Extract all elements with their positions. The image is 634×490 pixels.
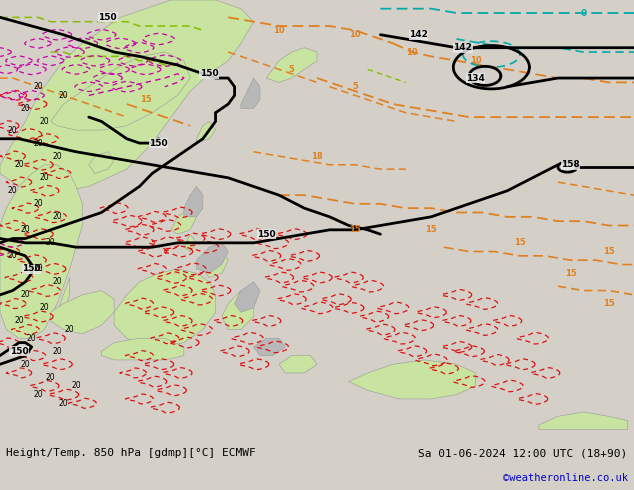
Text: 142: 142 (409, 30, 428, 39)
Text: Sa 01-06-2024 12:00 UTC (18+90): Sa 01-06-2024 12:00 UTC (18+90) (418, 448, 628, 458)
Text: 20: 20 (8, 125, 18, 135)
Text: 20: 20 (33, 265, 43, 273)
Text: 20: 20 (20, 291, 30, 299)
Text: 20: 20 (65, 325, 75, 334)
Text: 158: 158 (561, 160, 580, 169)
Text: 0: 0 (580, 8, 586, 18)
Text: 15: 15 (425, 225, 437, 234)
Text: 20: 20 (52, 277, 62, 286)
Text: 20: 20 (8, 186, 18, 196)
Text: 20: 20 (33, 139, 43, 147)
Text: 142: 142 (453, 43, 472, 52)
Text: 20: 20 (8, 251, 18, 260)
Text: 20: 20 (14, 160, 24, 169)
Text: 10: 10 (273, 26, 285, 35)
Text: 20: 20 (20, 225, 30, 234)
Text: 20: 20 (14, 317, 24, 325)
Text: 15: 15 (603, 247, 614, 256)
Text: 150: 150 (200, 69, 219, 78)
Text: 20: 20 (33, 82, 43, 91)
Text: 10: 10 (349, 30, 361, 39)
Text: 20: 20 (46, 238, 56, 247)
Text: 150: 150 (149, 139, 168, 147)
Text: 20: 20 (71, 381, 81, 391)
Text: 20: 20 (39, 173, 49, 182)
Text: 15: 15 (603, 299, 614, 308)
Text: Height/Temp. 850 hPa [gdmp][°C] ECMWF: Height/Temp. 850 hPa [gdmp][°C] ECMWF (6, 448, 256, 458)
Text: 5: 5 (352, 82, 358, 91)
Text: 15: 15 (349, 225, 361, 234)
Text: 20: 20 (20, 104, 30, 113)
Text: ©weatheronline.co.uk: ©weatheronline.co.uk (503, 473, 628, 483)
Text: 15: 15 (140, 95, 152, 104)
Text: 20: 20 (33, 390, 43, 399)
Text: 15: 15 (514, 238, 526, 247)
Text: 20: 20 (52, 212, 62, 221)
Text: 20: 20 (20, 360, 30, 369)
Text: 150: 150 (257, 230, 276, 239)
Text: 150: 150 (22, 265, 41, 273)
Text: 18: 18 (311, 151, 323, 161)
Text: 150: 150 (98, 13, 117, 22)
Text: 15: 15 (565, 269, 576, 278)
Text: 10: 10 (406, 48, 418, 56)
Text: 20: 20 (33, 199, 43, 208)
Text: 20: 20 (39, 117, 49, 126)
Text: 134: 134 (466, 74, 485, 82)
Text: 20: 20 (39, 303, 49, 313)
Text: 20: 20 (52, 151, 62, 161)
Text: 20: 20 (58, 91, 68, 100)
Text: 20: 20 (52, 347, 62, 356)
Text: 5: 5 (288, 65, 295, 74)
Text: 10: 10 (470, 56, 481, 65)
Text: 20: 20 (27, 334, 37, 343)
Text: 150: 150 (10, 347, 29, 356)
Text: 20: 20 (46, 373, 56, 382)
Text: 20: 20 (58, 399, 68, 408)
